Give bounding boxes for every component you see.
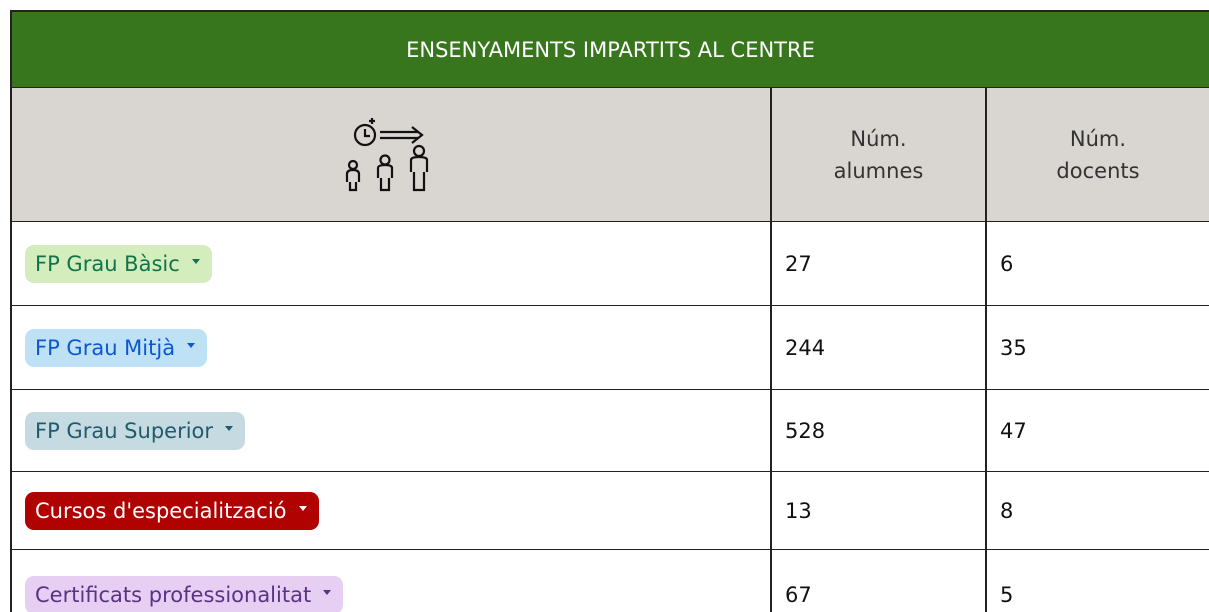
value-cell: 6: [985, 222, 1209, 306]
header-text: Núm. docents: [1056, 126, 1140, 183]
label-cell: FP Grau Bàsic: [10, 222, 770, 306]
label-cell: FP Grau Mitjà: [10, 306, 770, 390]
value-cell: 8: [985, 472, 1209, 550]
header-cell: Núm. alumnes: [770, 88, 985, 222]
dropdown-arrow: [323, 590, 332, 595]
dropdown-chip[interactable]: FP Grau Bàsic: [25, 244, 212, 283]
header-icon-cell: [10, 88, 770, 222]
chip-text: FP Grau Superior: [35, 418, 214, 443]
label-cell: Cursos d'especialització: [10, 472, 770, 550]
dropdown-chip[interactable]: Cursos d'especialització: [25, 491, 319, 530]
chip-text: FP Grau Bàsic: [35, 251, 180, 276]
header-text: Núm. alumnes: [833, 126, 924, 183]
header-cell: Núm. docents: [985, 88, 1209, 222]
table-title: ENSENYAMENTS IMPARTITS AL CENTRE: [10, 10, 1209, 88]
dropdown-arrow: [298, 506, 307, 511]
value-cell: 528: [770, 390, 985, 472]
label-cell: Certificats professionalitat: [10, 550, 770, 612]
value-cell: 27: [770, 222, 985, 306]
value-cell: 5: [985, 550, 1209, 612]
dropdown-arrow: [225, 426, 234, 431]
dropdown-arrow: [191, 259, 200, 264]
dropdown-chip[interactable]: FP Grau Mitjà: [25, 328, 208, 367]
value-cell: 47: [985, 390, 1209, 472]
icon: [345, 117, 429, 191]
dropdown-chip[interactable]: Certificats professionalitat: [25, 575, 344, 612]
chip-text: FP Grau Mitjà: [35, 335, 176, 360]
value-cell: 67: [770, 550, 985, 612]
value-cell: 244: [770, 306, 985, 390]
value-cell: 35: [985, 306, 1209, 390]
value-cell: 13: [770, 472, 985, 550]
label-cell: FP Grau Superior: [10, 390, 770, 472]
dropdown-chip[interactable]: FP Grau Superior: [25, 411, 246, 450]
chip-text: Cursos d'especialització: [35, 498, 287, 523]
dropdown-arrow: [187, 343, 196, 348]
chip-text: Certificats professionalitat: [35, 582, 312, 607]
